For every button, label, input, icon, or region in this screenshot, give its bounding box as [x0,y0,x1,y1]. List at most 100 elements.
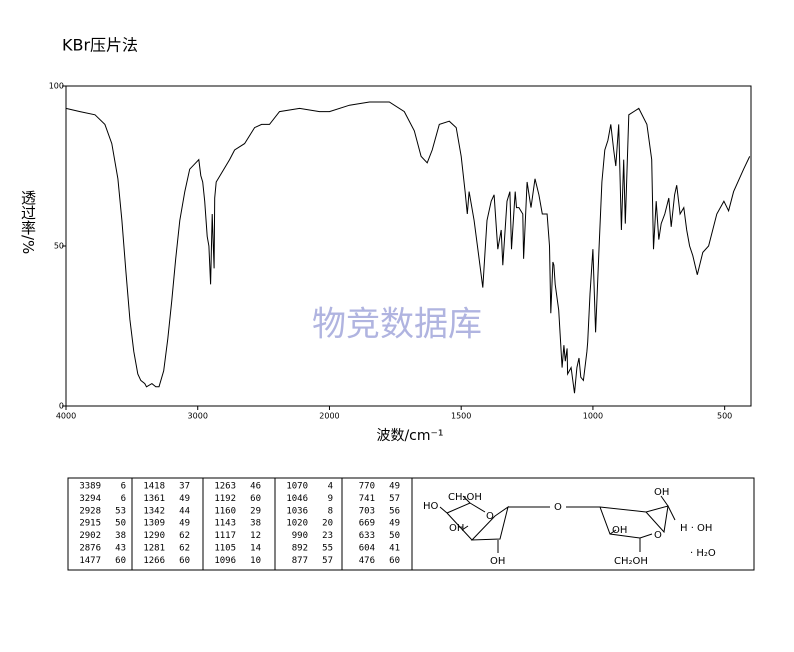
structure-label: O [554,502,562,513]
table-cell: 6 [121,482,126,492]
table-cell: 55 [322,544,333,554]
table-cell: 62 [179,531,190,541]
table-cell: 2876 [79,544,101,554]
table-cell: 57 [322,556,333,566]
x-tick-label: 1000 [583,412,603,421]
ring-right [599,505,669,539]
ring-left [446,502,509,541]
y-tick-label: 100 [49,82,64,91]
table-cell: 1143 [214,519,236,529]
x-tick-label: 1500 [451,412,471,421]
table-cell: 56 [389,506,400,516]
y-tick-label: 50 [54,242,64,251]
table-cell: 1342 [143,506,165,516]
table-cell: 1309 [143,519,165,529]
table-cell: 1361 [143,494,165,504]
x-tick-label: 500 [717,412,732,421]
table-cell: 476 [359,556,375,566]
spectrum-line [65,101,751,394]
table-cell: 1281 [143,544,165,554]
table-cell: 14 [250,544,261,554]
table-cell: 43 [115,544,126,554]
table-cell: 1105 [214,544,236,554]
table-cell: 53 [115,506,126,516]
table-cell: 62 [179,544,190,554]
table-cell: 60 [115,556,126,566]
table-cell: 877 [292,556,308,566]
table-frame [67,477,755,571]
table-cell: 1418 [143,482,165,492]
table-cell: 60 [179,556,190,566]
table-cell: 46 [250,482,261,492]
table-cell: 49 [389,519,400,529]
table-cell: 1096 [214,556,236,566]
table-cell: 1477 [79,556,101,566]
structure-label: OH [490,556,505,567]
x-tick-label: 2000 [319,412,339,421]
x-tick-label: 3000 [188,412,208,421]
table-cell: 3294 [79,494,101,504]
table-cell: 4 [328,482,333,492]
table-cell: 8 [328,506,333,516]
structure-label: OH [654,487,669,498]
chart-title: KBr压片法 [62,36,138,55]
table-cell: 49 [179,519,190,529]
x-tick-label: 4000 [56,412,76,421]
table-cell: 6 [121,494,126,504]
table-cell: 60 [389,556,400,566]
table-cell: 41 [389,544,400,554]
structure-label: · H₂O [690,548,716,559]
table-cell: 892 [292,544,308,554]
y-axis-label: 透过率/% [19,190,37,254]
bonds-right [609,495,676,552]
table-cell: 1070 [286,482,308,492]
table-cell: 38 [115,531,126,541]
table-cell: 57 [389,494,400,504]
table-cell: 1266 [143,556,165,566]
structure-label: OH [449,523,464,534]
table-cell: 741 [359,494,375,504]
table-cell: 1263 [214,482,236,492]
structure-label: H · OH [680,523,712,534]
structure-label: CH₂OH [614,556,648,567]
watermark: 物竞数据库 [312,305,482,345]
table-cell: 10 [250,556,261,566]
bonds-left [439,495,600,553]
table-cell: 1160 [214,506,236,516]
table-cell: 604 [359,544,375,554]
y-tick-label: 0 [59,402,64,411]
table-cell: 2928 [79,506,101,516]
table-cell: 633 [359,531,375,541]
table-cell: 38 [250,519,261,529]
table-cell: 29 [250,506,261,516]
table-cell: 60 [250,494,261,504]
structure-label: O [486,511,494,522]
table-cell: 1046 [286,494,308,504]
table-cell: 20 [322,519,333,529]
structure-label: HO [423,501,439,512]
table-cell: 669 [359,519,375,529]
table-cell: 50 [389,531,400,541]
table-cell: 12 [250,531,261,541]
structure-label: CH₂OH [448,492,482,503]
structure: CH₂OH HO OH O OH O OH O OH H · OH CH₂OH … [423,487,716,567]
table-cell: 1192 [214,494,236,504]
table-cell: 3389 [79,482,101,492]
table-cell: 2902 [79,531,101,541]
table-cell: 44 [179,506,190,516]
table-cell: 1117 [214,531,236,541]
table-cell: 770 [359,482,375,492]
table-cell: 49 [389,482,400,492]
table-cell: 1290 [143,531,165,541]
table-cell: 703 [359,506,375,516]
table-cell: 37 [179,482,190,492]
table-cell: 1020 [286,519,308,529]
table-cell: 990 [292,531,308,541]
table-cell: 23 [322,531,333,541]
structure-label: O [654,530,662,541]
table-cell: 50 [115,519,126,529]
table-cell: 9 [328,494,333,504]
x-axis-label: 波数/cm⁻¹ [376,428,443,444]
table-cell: 2915 [79,519,101,529]
